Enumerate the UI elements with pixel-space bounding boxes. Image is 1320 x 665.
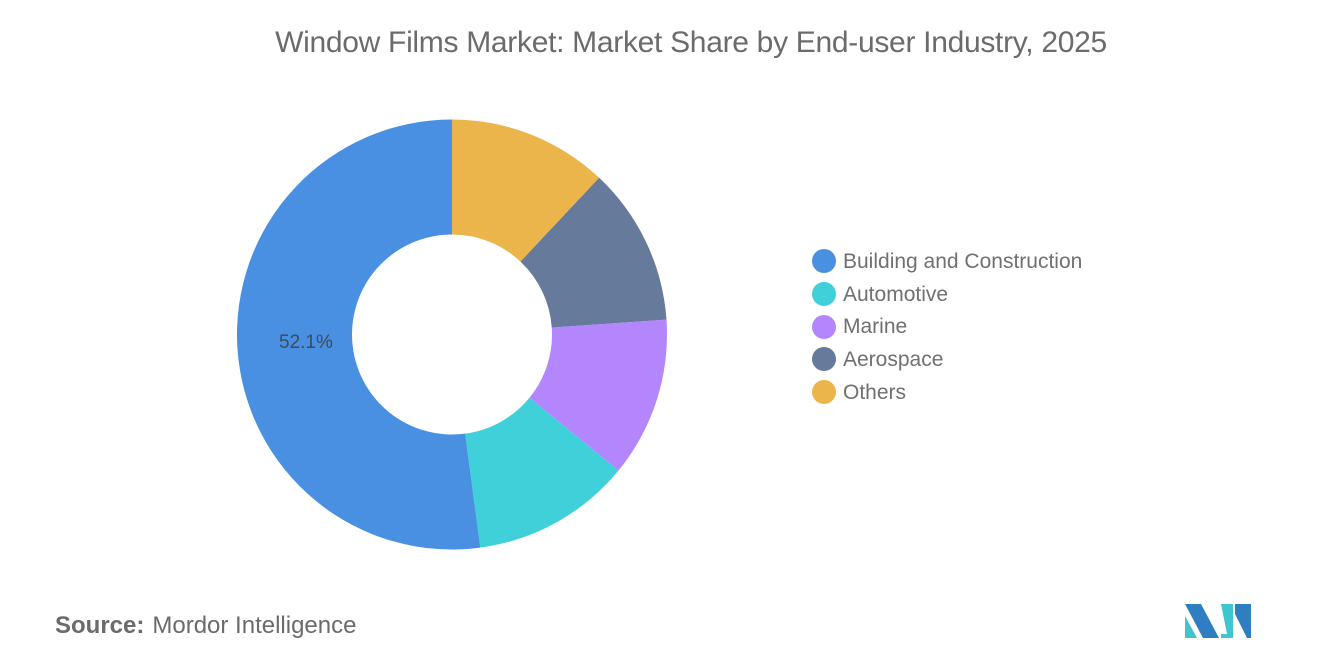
legend-swatch-icon	[812, 347, 836, 372]
legend-label: Aerospace	[843, 347, 944, 371]
mordor-intelligence-logo-icon	[1185, 604, 1251, 638]
legend-swatch-icon	[812, 380, 836, 405]
legend-item-aerospace: Aerospace	[812, 343, 1082, 376]
legend-label: Building and Construction	[843, 249, 1083, 273]
legend-item-automotive: Automotive	[812, 278, 1082, 311]
legend-label: Marine	[843, 315, 908, 339]
logo-left-stroke	[1185, 604, 1219, 638]
donut-slice-automotive	[465, 397, 619, 548]
legend-swatch-icon	[812, 249, 836, 274]
source-key: Source:	[55, 612, 145, 639]
legend-label: Others	[843, 380, 907, 404]
legend-label: Automotive	[843, 282, 949, 306]
donut-slice-aerospace	[520, 177, 667, 328]
donut-slice-marine	[529, 319, 667, 471]
legend: Building and Construction Automotive Mar…	[812, 245, 1082, 408]
donut-slice-building-and-construction	[237, 119, 481, 550]
slice-value-label-building-and-construction: 52.1%	[279, 332, 333, 353]
source-value: Mordor Intelligence	[152, 612, 357, 639]
logo-right-stroke	[1235, 604, 1251, 638]
legend-item-building-and-construction: Building and Construction	[812, 245, 1082, 278]
source-attribution: Source: Mordor Intelligence	[55, 612, 356, 640]
chart-title: Window Films Market: Market Share by End…	[275, 26, 1107, 59]
logo-middle-stroke	[1221, 604, 1233, 638]
logo-left-foot	[1185, 616, 1197, 638]
legend-swatch-icon	[812, 314, 836, 339]
donut-slice-others	[452, 119, 600, 262]
legend-item-others: Others	[812, 376, 1082, 409]
legend-item-marine: Marine	[812, 310, 1082, 343]
donut-slices	[237, 119, 667, 550]
legend-swatch-icon	[812, 282, 836, 307]
